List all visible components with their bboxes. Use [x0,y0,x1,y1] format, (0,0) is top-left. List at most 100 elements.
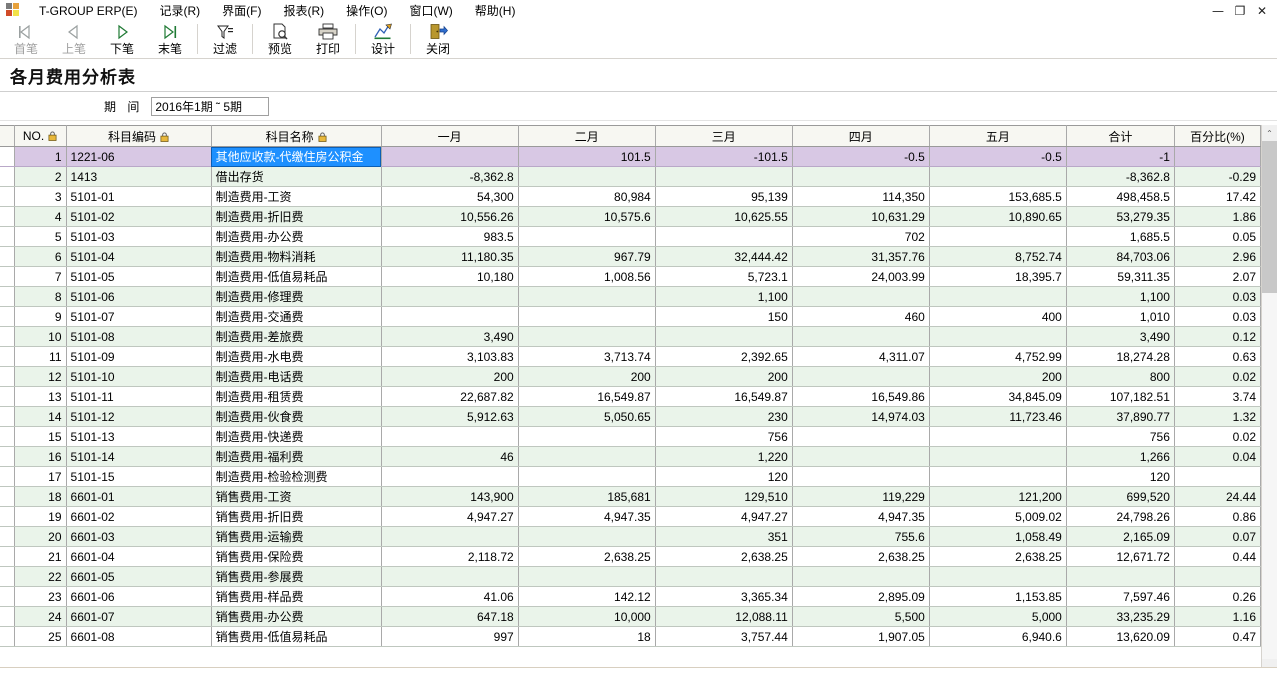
cell-pct[interactable]: 3.74 [1174,386,1261,407]
cell-m2[interactable] [518,466,656,487]
cell-m5[interactable]: 18,395.7 [929,266,1067,287]
cell-no[interactable]: 10 [14,326,67,347]
cell-total[interactable]: 24,798.26 [1066,506,1175,527]
minimize-button[interactable]: — [1212,3,1224,18]
cell-m5[interactable]: 10,890.65 [929,206,1067,227]
cell-name[interactable]: 制造费用-工资 [211,186,382,207]
cell-m2[interactable] [518,446,656,467]
menu-interface[interactable]: 界面(F) [222,4,262,18]
cell-m2[interactable]: 2,638.25 [518,546,656,567]
cell-total[interactable]: 3,490 [1066,326,1175,347]
cell-m4[interactable]: 24,003.99 [792,266,930,287]
cell-pct[interactable]: 24.44 [1174,486,1261,507]
cell-m3[interactable]: 3,757.44 [655,626,793,647]
column-header-m4[interactable]: 四月 [792,125,930,147]
cell-no[interactable]: 11 [14,346,67,367]
cell-name[interactable]: 制造费用-检验检测费 [211,466,382,487]
table-row[interactable]: 13 5101-11 制造费用-租赁费 22,687.82 16,549.87 16,54… [0,386,1261,407]
cell-no[interactable]: 22 [14,566,67,587]
cell-pct[interactable]: 0.02 [1174,366,1261,387]
cell-m5[interactable]: 1,153.85 [929,586,1067,607]
preview-button[interactable]: 预览 [256,21,304,58]
cell-total[interactable]: 756 [1066,426,1175,447]
cell-name[interactable]: 制造费用-水电费 [211,346,382,367]
cell-m5[interactable]: 153,685.5 [929,186,1067,207]
table-row[interactable]: 22 6601-05 销售费用-参展费 [0,566,1261,587]
table-row[interactable]: 11 5101-09 制造费用-水电费 3,103.83 3,713.74 2,392.6… [0,346,1261,367]
cell-total[interactable]: 1,100 [1066,286,1175,307]
column-header-name[interactable]: 科目名称 [211,125,382,147]
cell-no[interactable]: 19 [14,506,67,527]
cell-total[interactable]: 1,266 [1066,446,1175,467]
table-row[interactable]: 19 6601-02 销售费用-折旧费 4,947.27 4,947.35 4,947.2… [0,506,1261,527]
cell-code[interactable]: 5101-04 [66,246,212,267]
cell-total[interactable]: 800 [1066,366,1175,387]
cell-total[interactable]: 84,703.06 [1066,246,1175,267]
cell-m2[interactable]: 1,008.56 [518,266,656,287]
cell-code[interactable]: 5101-13 [66,426,212,447]
cell-no[interactable]: 3 [14,186,67,207]
cell-no[interactable]: 23 [14,586,67,607]
cell-m2[interactable] [518,326,656,347]
row-indicator-cell[interactable] [0,326,15,347]
cell-pct[interactable]: 0.07 [1174,526,1261,547]
cell-m1[interactable]: 2,118.72 [381,546,519,567]
cell-total[interactable]: -1 [1066,146,1175,167]
cell-m4[interactable]: -0.5 [792,146,930,167]
row-indicator-cell[interactable] [0,626,15,647]
cell-m4[interactable] [792,426,930,447]
cell-pct[interactable]: 1.86 [1174,206,1261,227]
period-input[interactable] [151,96,270,116]
data-grid-viewport[interactable]: NO. 科目编码 科目名称 一月 二月 三月 四月 五月 合计 百分比(%) 1 1221-06 其他… [0,125,1261,675]
cell-m4[interactable]: 10,631.29 [792,206,930,227]
table-row[interactable]: 8 5101-06 制造费用-修理费 1,100 1,100 0.03 [0,286,1261,307]
cell-m1[interactable] [381,426,519,447]
column-header-no[interactable]: NO. [14,125,67,147]
cell-m5[interactable] [929,226,1067,247]
cell-m5[interactable]: 2,638.25 [929,546,1067,567]
cell-m1[interactable]: 997 [381,626,519,647]
cell-total[interactable]: 12,671.72 [1066,546,1175,567]
row-indicator-cell[interactable] [0,386,15,407]
cell-no[interactable]: 9 [14,306,67,327]
row-indicator-cell[interactable] [0,166,15,187]
cell-name[interactable]: 借出存货 [211,166,382,187]
cell-m2[interactable]: 185,681 [518,486,656,507]
cell-m1[interactable]: 11,180.35 [381,246,519,267]
cell-code[interactable]: 6601-02 [66,506,212,527]
table-row[interactable]: 17 5101-15 制造费用-检验检测费 120 120 [0,466,1261,487]
cell-code[interactable]: 6601-08 [66,626,212,647]
design-button[interactable]: 设计 [359,21,407,58]
cell-m1[interactable]: 3,103.83 [381,346,519,367]
cell-code[interactable]: 5101-10 [66,366,212,387]
cell-m1[interactable]: 4,947.27 [381,506,519,527]
cell-m1[interactable]: 46 [381,446,519,467]
cell-code[interactable]: 1221-06 [66,146,212,167]
cell-m3[interactable]: 150 [655,306,793,327]
cell-no[interactable]: 7 [14,266,67,287]
cell-pct[interactable]: 2.96 [1174,246,1261,267]
column-header-total[interactable]: 合计 [1066,125,1175,147]
cell-m4[interactable]: 14,974.03 [792,406,930,427]
menu-report[interactable]: 报表(R) [283,4,325,18]
next-record-button[interactable]: 下笔 [98,21,146,58]
cell-m1[interactable]: 983.5 [381,226,519,247]
cell-m1[interactable]: 10,556.26 [381,206,519,227]
table-row[interactable]: 7 5101-05 制造费用-低值易耗品 10,180 1,008.56 5,723.1 2… [0,266,1261,287]
cell-m3[interactable]: 120 [655,466,793,487]
table-row[interactable]: 18 6601-01 销售费用-工资 143,900 185,681 129,510 119… [0,486,1261,507]
table-row[interactable]: 16 5101-14 制造费用-福利费 46 1,220 1,266 0.04 [0,446,1261,467]
cell-m3[interactable]: 200 [655,366,793,387]
cell-m4[interactable]: 31,357.76 [792,246,930,267]
cell-total[interactable]: 1,685.5 [1066,226,1175,247]
cell-name[interactable]: 销售费用-办公费 [211,606,382,627]
cell-m4[interactable]: 16,549.86 [792,386,930,407]
cell-pct[interactable]: 1.16 [1174,606,1261,627]
menu-operation[interactable]: 操作(O) [346,4,388,18]
cell-no[interactable]: 24 [14,606,67,627]
cell-m5[interactable]: 121,200 [929,486,1067,507]
cell-m3[interactable]: 1,100 [655,286,793,307]
cell-pct[interactable]: 0.26 [1174,586,1261,607]
cell-name[interactable]: 销售费用-低值易耗品 [211,626,382,647]
print-button[interactable]: 打印 [304,21,352,58]
